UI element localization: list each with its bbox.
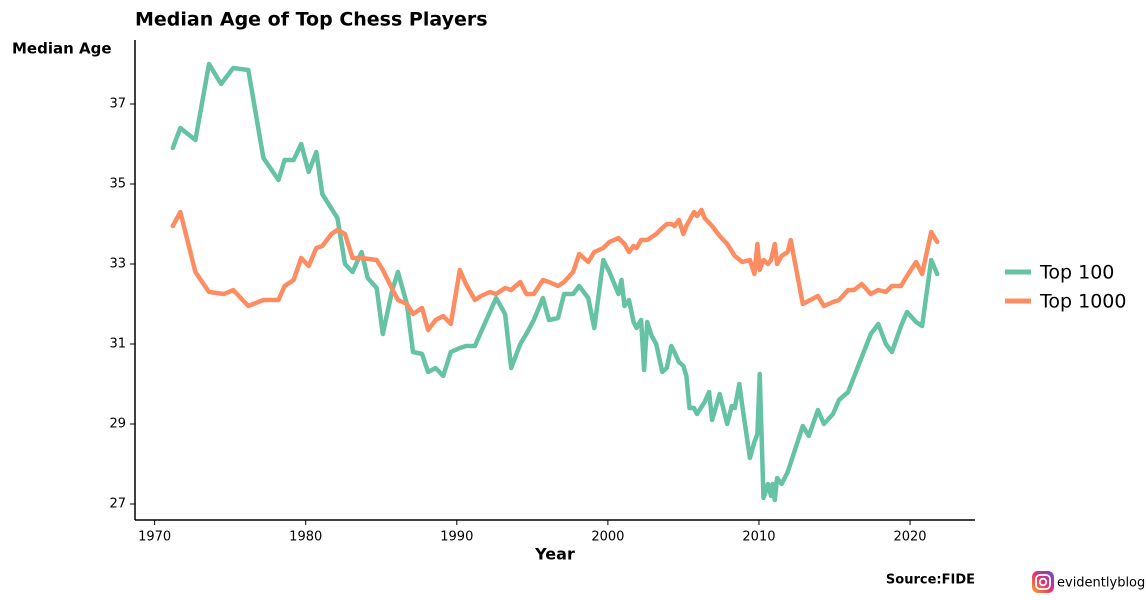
x-tick-label: 2010 xyxy=(742,530,775,545)
x-tick-label: 1990 xyxy=(440,530,473,545)
y-tick-label: 27 xyxy=(109,497,126,512)
x-tick-label: 1970 xyxy=(138,530,171,545)
y-axis-title: Median Age xyxy=(12,40,112,58)
y-tick-label: 31 xyxy=(109,337,126,352)
instagram-icon-frame xyxy=(1035,574,1051,590)
y-tick-label: 33 xyxy=(109,257,126,272)
credit: evidentlyblog xyxy=(1057,576,1145,591)
instagram-icon-lens xyxy=(1038,577,1048,587)
legend-label: Top 100 xyxy=(1039,262,1114,284)
source: Source:FIDE xyxy=(886,573,975,588)
y-tick-label: 37 xyxy=(109,97,126,112)
x-tick-label: 2020 xyxy=(893,530,926,545)
y-tick-label: 29 xyxy=(109,417,126,432)
chart-title: Median Age of Top Chess Players xyxy=(135,9,488,31)
x-tick-label: 1980 xyxy=(289,530,322,545)
legend-label: Top 1000 xyxy=(1039,291,1126,313)
x-tick-label: 2000 xyxy=(591,530,624,545)
y-tick-label: 35 xyxy=(109,177,126,192)
x-axis-title: Year xyxy=(534,545,575,564)
line-series xyxy=(170,207,940,333)
